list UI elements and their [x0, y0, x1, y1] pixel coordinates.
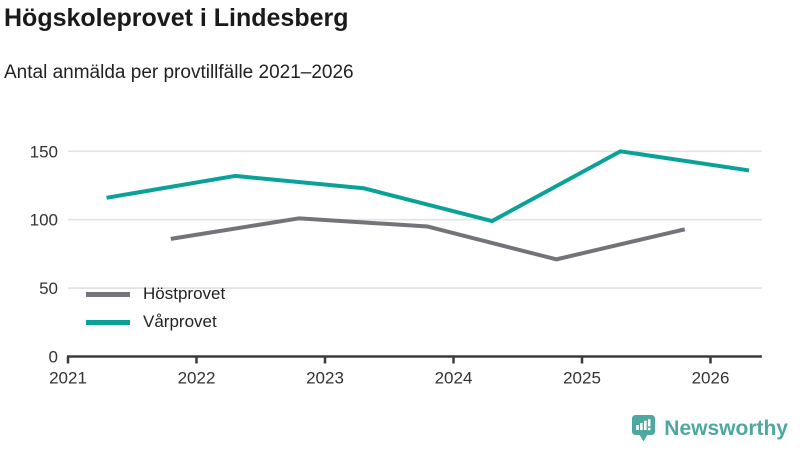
chart-title: Högskoleprovet i Lindesberg — [4, 4, 349, 32]
series-line-vårprovet — [106, 149, 750, 224]
x-tick-label: 2023 — [306, 369, 344, 388]
chart-subtitle: Antal anmälda per provtillfälle 2021–202… — [4, 62, 354, 83]
newsworthy-wordmark: Newsworthy — [664, 416, 788, 440]
x-tick-label: 2021 — [49, 369, 87, 388]
legend-item-varprovet: Vårprovet — [86, 308, 225, 336]
x-tick-label: 2026 — [692, 369, 730, 388]
x-tick-label: 2024 — [435, 369, 473, 388]
y-tick-label: 50 — [39, 279, 58, 298]
y-tick-label: 150 — [30, 142, 58, 161]
legend-label: Vårprovet — [143, 312, 217, 331]
y-tick-label: 100 — [30, 211, 58, 230]
chart-legend: Höstprovet Vårprovet — [86, 280, 225, 336]
legend-item-hostprovet: Höstprovet — [86, 280, 225, 308]
series-line-höstprovet — [170, 216, 686, 262]
x-tick-label: 2022 — [178, 369, 216, 388]
x-tick-label: 2025 — [563, 369, 601, 388]
legend-label: Höstprovet — [143, 284, 226, 303]
newsworthy-logo: Newsworthy — [631, 414, 788, 443]
bar-chart-speech-bubble-icon — [632, 415, 656, 442]
y-tick-label: 0 — [49, 348, 58, 367]
varprovet-line-swatch — [86, 319, 130, 325]
hostprovet-line-swatch — [86, 291, 130, 297]
